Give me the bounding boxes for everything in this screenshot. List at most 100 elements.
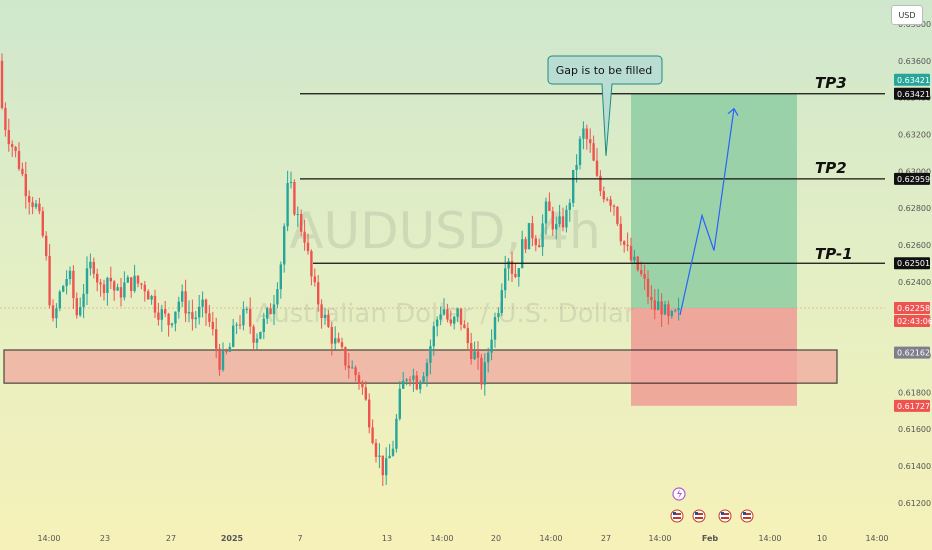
candle-body (640, 270, 643, 275)
us-flag-icon (740, 509, 754, 523)
candle-body (650, 296, 653, 301)
flag-canton (743, 512, 746, 515)
x-tick-label: 20 (491, 534, 501, 543)
flag-stripe (695, 517, 703, 519)
candle-body (102, 284, 106, 293)
candle-body (578, 138, 582, 165)
candle-body (361, 382, 364, 388)
candle-body (4, 107, 7, 131)
candle-body (130, 277, 133, 291)
candle-body (99, 282, 102, 285)
candle-body (181, 291, 184, 302)
candle-body (674, 310, 677, 312)
x-tick-label: 23 (100, 534, 110, 543)
candle-body (51, 305, 55, 319)
candle-body (470, 343, 473, 360)
price-label-text: 0.61727 (897, 402, 930, 411)
candle-body (252, 326, 255, 343)
candle-body (21, 168, 24, 175)
x-tick-label: 2025 (221, 534, 244, 543)
candle-body (425, 362, 429, 377)
candle-body (140, 283, 143, 285)
candle-body (432, 326, 435, 347)
candle-body (38, 203, 41, 212)
currency-label[interactable]: USD (891, 5, 923, 25)
candle-body (41, 211, 44, 236)
candle-body (191, 312, 194, 320)
candle-body (364, 387, 367, 400)
candle-body (150, 295, 153, 300)
candle-body (351, 367, 354, 369)
candle-body (340, 342, 344, 348)
candle-body (75, 298, 78, 316)
candle-body (609, 199, 612, 206)
candle-body (136, 275, 140, 284)
candle-body (201, 299, 204, 307)
candle-body (510, 261, 514, 274)
candle-body (374, 442, 378, 457)
candle-body (483, 362, 486, 385)
candle-body (123, 282, 126, 298)
tp-label: TP-1 (815, 245, 853, 263)
candle-body (177, 301, 180, 312)
x-tick-label: 27 (166, 534, 176, 543)
candle-body (531, 223, 534, 239)
candle-body (371, 427, 374, 443)
candle-body (415, 375, 418, 390)
candle-body (153, 295, 157, 313)
price-label-badge (894, 346, 930, 359)
candle-body (317, 282, 320, 305)
candle-body (538, 245, 541, 248)
projection-arrow-head (727, 107, 739, 116)
candle-body (456, 308, 459, 317)
price-label-text: 0.62501 (897, 259, 930, 268)
candle-body (606, 199, 609, 201)
candle-body (497, 313, 500, 318)
candle-body (92, 261, 95, 274)
candle-body (626, 244, 629, 246)
candle-body (439, 314, 442, 320)
candle-body (422, 376, 425, 382)
candle-body (327, 314, 330, 327)
candle-body (449, 319, 452, 324)
candle-body (72, 270, 75, 299)
flag-stripe (673, 513, 681, 515)
candle-body (334, 338, 337, 344)
candle-body (646, 278, 650, 297)
candle-body (296, 214, 299, 216)
candle-body (0, 60, 4, 108)
candle-body (320, 304, 323, 319)
candle-body (575, 164, 578, 170)
candle-body (565, 209, 568, 228)
flag-stripe (721, 517, 729, 519)
candle-body (490, 339, 493, 353)
candle-body (143, 284, 146, 292)
candle-body (249, 308, 252, 327)
candle-body (405, 379, 408, 381)
us-flag-icon (692, 509, 706, 523)
flag-stripe (743, 513, 751, 515)
candle-body (568, 202, 571, 210)
candle-body (147, 291, 150, 300)
y-tick-label: 0.62400 (898, 278, 931, 287)
x-tick-label: 14:00 (539, 534, 562, 543)
candle-body (541, 223, 544, 248)
candle-body (347, 365, 350, 369)
candle-body (269, 308, 272, 315)
candle-body (344, 347, 347, 366)
candle-body (595, 160, 599, 176)
candle-body (582, 128, 585, 139)
candle-body (514, 273, 517, 277)
callout-text: Gap is to be filled (556, 64, 653, 77)
candle-body (602, 191, 605, 200)
candle-body (521, 239, 524, 269)
candle-body (323, 314, 327, 319)
candle-body (62, 286, 65, 292)
candle-body (300, 214, 303, 232)
flag-canton (721, 512, 724, 515)
lightning-glyph (677, 489, 682, 499)
y-tick-label: 0.63600 (898, 57, 931, 66)
price-label-text: 0.62959 (897, 175, 930, 184)
take-profit-box (631, 93, 797, 309)
